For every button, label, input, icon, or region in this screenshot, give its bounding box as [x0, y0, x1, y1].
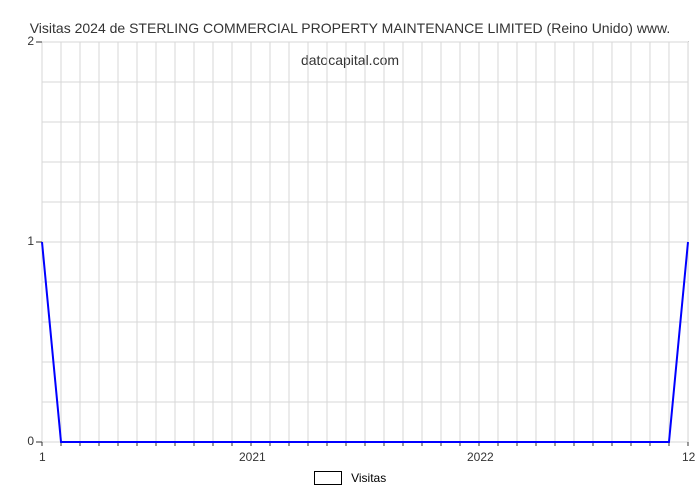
x-tick-label: 2021	[239, 450, 266, 464]
chart-legend: Visitas	[0, 470, 700, 485]
x-tick-label: 12	[682, 450, 695, 464]
y-tick-label: 2	[27, 34, 34, 48]
y-tick-label: 0	[27, 434, 34, 448]
chart-title-line1: Visitas 2024 de STERLING COMMERCIAL PROP…	[30, 20, 671, 36]
x-tick-label: 1	[39, 450, 46, 464]
x-tick-label: 2022	[467, 450, 494, 464]
legend-swatch	[314, 471, 342, 485]
chart-container: Visitas 2024 de STERLING COMMERCIAL PROP…	[0, 0, 700, 500]
chart-plot	[42, 42, 688, 442]
legend-text: Visitas	[351, 471, 386, 485]
y-tick-label: 1	[27, 234, 34, 248]
